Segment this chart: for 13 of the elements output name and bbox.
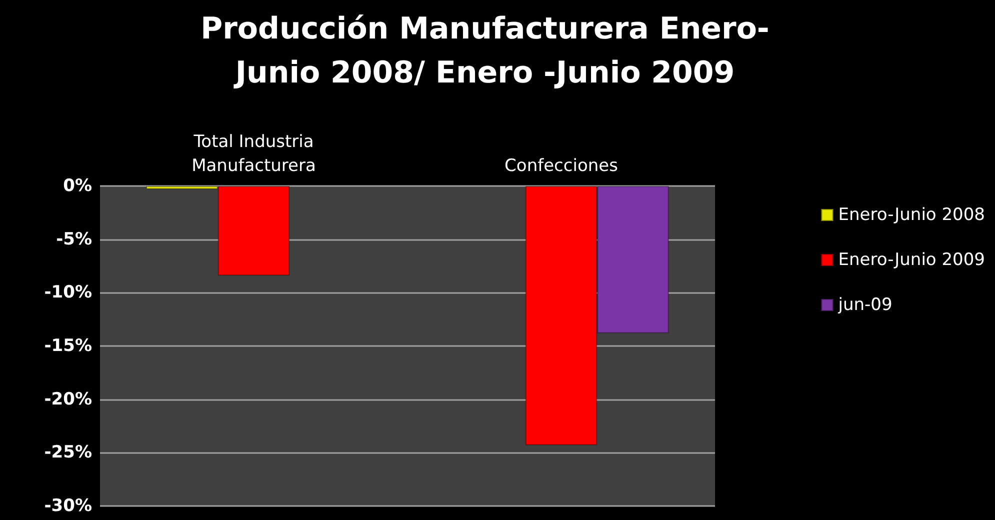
y-tick-label: -10% [44,282,92,303]
y-tick-label: -25% [44,442,92,463]
x-tick-label: Confecciones [504,156,618,176]
x-tick-label: Total Industria Manufacturera [192,132,316,176]
legend-label: jun-09 [837,295,892,315]
y-tick-label: -5% [56,229,92,250]
y-tick-label: -30% [44,496,92,516]
legend-label: Enero-Junio 2009 [838,250,986,270]
y-tick-label: -15% [44,336,92,356]
y-tick-label: 0% [63,176,92,196]
legend-label: Enero-Junio 2008 [838,205,986,225]
chart-title: Producción Manufacturera Enero- Junio 2008/ Enero -Junio 2009 [200,12,770,90]
y-tick-label: -20% [44,389,92,410]
